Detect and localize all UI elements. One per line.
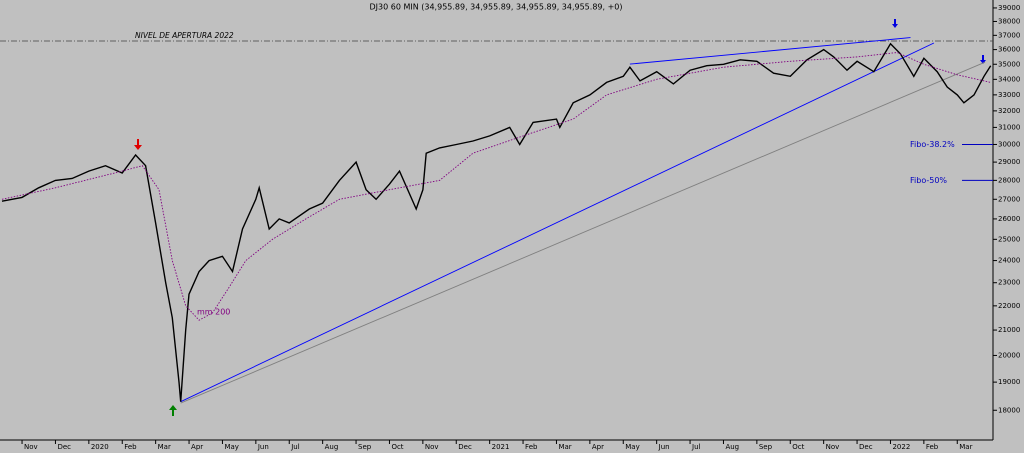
y-tick-label: 28000 xyxy=(998,176,1020,184)
y-tick-label: 27000 xyxy=(998,195,1020,203)
y-tick-label: 31000 xyxy=(998,123,1020,131)
y-tick-label: 26000 xyxy=(998,215,1020,223)
x-tick-label: Apr xyxy=(592,443,604,451)
x-tick-label: Sep xyxy=(759,443,773,451)
x-tick-label: Dec xyxy=(859,443,873,451)
x-tick-label: Nov xyxy=(24,443,38,451)
y-tick-label: 34000 xyxy=(998,75,1020,83)
x-tick-label: Mar xyxy=(558,443,571,451)
y-tick-label: 25000 xyxy=(998,235,1020,243)
x-tick-label: Sep xyxy=(358,443,372,451)
y-tick-label: 35000 xyxy=(998,60,1020,68)
x-tick-label: Feb xyxy=(124,443,137,451)
trendline xyxy=(629,37,911,65)
x-tick-label: May xyxy=(224,443,238,451)
y-tick-label: 24000 xyxy=(998,257,1020,265)
x-tick-label: Mar xyxy=(158,443,171,451)
x-tick-label: 2021 xyxy=(492,443,510,451)
y-tick-label: 19000 xyxy=(998,378,1020,386)
x-tick-label: Jul xyxy=(290,443,300,451)
y-tick-label: 32000 xyxy=(998,107,1020,115)
x-tick-label: Aug xyxy=(725,443,739,451)
x-tick-label: Jun xyxy=(257,443,269,451)
y-tick-label: 39000 xyxy=(998,4,1020,12)
y-tick-label: 38000 xyxy=(998,17,1020,25)
series-line xyxy=(1,52,991,321)
arrow xyxy=(980,55,986,64)
x-tick-label: Jul xyxy=(691,443,701,451)
x-tick-label: Mar xyxy=(959,443,972,451)
y-tick-label: 20000 xyxy=(998,351,1020,359)
trendline xyxy=(180,61,986,404)
trendline xyxy=(180,42,935,403)
x-tick-label: 2022 xyxy=(892,443,910,451)
x-tick-label: Aug xyxy=(325,443,339,451)
x-tick-label: Dec xyxy=(458,443,472,451)
x-tick-label: 2020 xyxy=(91,443,109,451)
x-tick-label: Apr xyxy=(191,443,203,451)
level-label: Fibo-50% xyxy=(910,176,947,185)
y-tick-label: 22000 xyxy=(998,302,1020,310)
x-tick-label: Dec xyxy=(57,443,71,451)
series-label: mm 200 xyxy=(197,308,230,317)
x-tick-label: Feb xyxy=(525,443,538,451)
x-tick-label: Jun xyxy=(658,443,670,451)
y-tick-label: 37000 xyxy=(998,31,1020,39)
chart-title: DJ30 60 MIN (34,955.89, 34,955.89, 34,95… xyxy=(370,3,623,12)
level-label: NIVEL DE APERTURA 2022 xyxy=(135,31,234,40)
y-tick-label: 18000 xyxy=(998,406,1020,414)
y-tick-label: 29000 xyxy=(998,158,1020,166)
x-tick-label: Oct xyxy=(391,443,403,451)
arrow xyxy=(134,139,142,150)
x-tick-label: Nov xyxy=(826,443,840,451)
y-tick-label: 23000 xyxy=(998,279,1020,287)
y-tick-label: 30000 xyxy=(998,140,1020,148)
x-tick-label: May xyxy=(625,443,639,451)
y-tick-label: 21000 xyxy=(998,326,1020,334)
y-tick-label: 33000 xyxy=(998,91,1020,99)
arrow xyxy=(892,19,898,28)
arrow xyxy=(169,405,177,416)
x-tick-label: Feb xyxy=(926,443,939,451)
x-tick-label: Nov xyxy=(425,443,439,451)
y-tick-label: 36000 xyxy=(998,46,1020,54)
x-tick-label: Oct xyxy=(792,443,804,451)
level-label: Fibo-38.2% xyxy=(910,140,955,149)
series-line xyxy=(1,42,992,402)
